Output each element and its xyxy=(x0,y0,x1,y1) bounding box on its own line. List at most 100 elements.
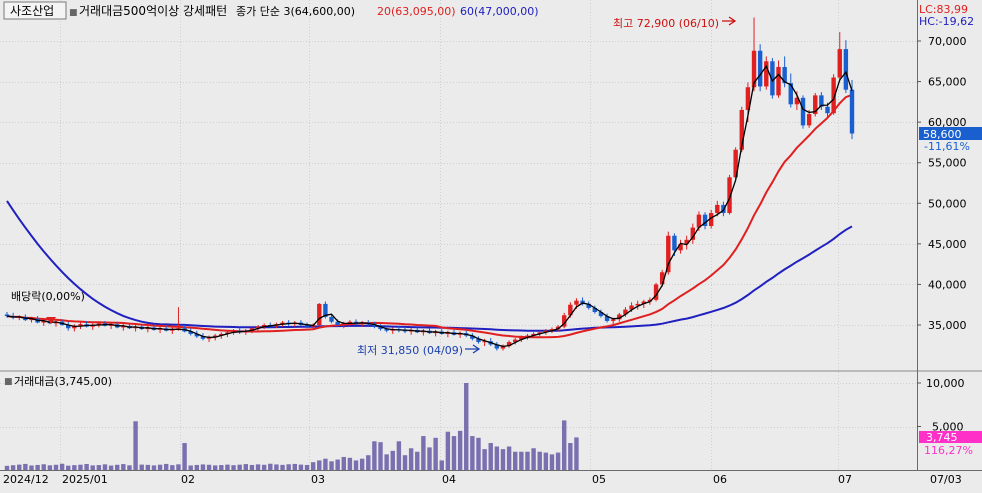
condition-name: 거래대금500억이상 강세패턴 xyxy=(79,4,227,18)
candle-body xyxy=(690,227,696,240)
candle-body xyxy=(543,330,549,333)
candle-body xyxy=(549,329,555,331)
candle-body xyxy=(702,214,708,227)
volume-bar xyxy=(366,455,371,470)
candle-body xyxy=(757,50,763,87)
candle-body xyxy=(482,341,487,343)
candle-body xyxy=(525,335,530,338)
candle-body xyxy=(782,66,787,84)
candle-body xyxy=(647,299,653,302)
volume-bar xyxy=(268,463,273,470)
candle-body xyxy=(121,325,126,328)
volume-bar xyxy=(41,464,46,470)
volume-bar xyxy=(310,462,316,470)
volume-bar xyxy=(341,456,346,470)
candle-body xyxy=(537,332,542,334)
candle-body xyxy=(470,335,475,339)
volume-bar xyxy=(194,464,200,470)
candle-body xyxy=(335,321,340,325)
volume-bar xyxy=(568,443,573,470)
time-axis-label: 2024/12 xyxy=(3,473,49,486)
time-axis-labels: 2024/12 2025/01 02 03 04 05 06 07 07/03 xyxy=(3,473,962,486)
candle-body xyxy=(41,320,46,323)
candle-body xyxy=(635,303,640,306)
candle-body xyxy=(696,214,702,228)
volume-bar xyxy=(519,451,524,470)
grid-lines xyxy=(0,0,917,470)
candle-body xyxy=(568,304,573,316)
dividend-marker-icon xyxy=(46,317,56,324)
high-arrow-icon xyxy=(722,16,737,26)
volume-tick-label: 10,000 xyxy=(926,377,965,390)
ma60-legend: 60(47,000,00) xyxy=(460,5,539,18)
price-tick-label: 50,000 xyxy=(928,197,967,210)
volume-bar xyxy=(219,465,224,470)
candle-body xyxy=(788,83,793,105)
candle-body xyxy=(586,303,591,308)
volume-bar xyxy=(84,463,89,470)
candle-body xyxy=(641,301,647,304)
current-volume: 3,745 xyxy=(926,431,958,444)
candle-body xyxy=(519,337,524,340)
price-tick-label: 40,000 xyxy=(928,278,967,291)
volume-bar xyxy=(90,465,95,470)
volume-bar xyxy=(457,430,463,470)
candle-body xyxy=(531,333,536,336)
volume-bar xyxy=(133,421,138,470)
candle-body xyxy=(794,97,800,105)
ma3-legend: 종가 단순 3(64,600,00) xyxy=(236,5,355,18)
candle-body xyxy=(819,95,824,107)
current-price-box xyxy=(919,127,982,140)
candle-body xyxy=(617,314,622,320)
volume-bar xyxy=(280,464,285,470)
candle-body xyxy=(4,314,10,317)
time-axis-label: 04 xyxy=(442,473,456,486)
stock-name-box[interactable] xyxy=(3,1,67,20)
ma20-line xyxy=(6,93,853,339)
volume-bar xyxy=(482,449,487,470)
volume-bar xyxy=(562,420,567,470)
volume-bar xyxy=(427,447,432,470)
candle-body xyxy=(800,97,806,126)
volume-bar xyxy=(549,454,555,470)
candle-body xyxy=(476,338,481,343)
candle-body xyxy=(751,50,757,88)
volume-bar xyxy=(23,463,28,470)
volume-bar xyxy=(317,460,322,470)
price-axis-ticks: 70,000 65,000 60,000 55,000 50,000 45,000 40,0… xyxy=(917,35,967,332)
candle-body xyxy=(329,316,334,322)
time-axis-label: 2025/01 xyxy=(62,473,108,486)
volume-bar xyxy=(139,464,144,470)
candle-body xyxy=(776,66,781,96)
candle-body xyxy=(562,315,567,327)
volume-bar xyxy=(513,451,518,470)
volume-bar xyxy=(261,464,267,470)
low-arrow-icon xyxy=(465,344,481,354)
candle-body xyxy=(574,300,579,305)
stock-name[interactable]: 사조산업 xyxy=(10,4,54,18)
volume-bar xyxy=(292,463,297,470)
volume-bar xyxy=(145,464,151,470)
ma20-legend: 20(63,095,00) xyxy=(377,5,456,18)
candle-body xyxy=(555,326,561,330)
volume-bar xyxy=(4,465,10,470)
time-axis-label: 02 xyxy=(181,473,195,486)
candle-body xyxy=(764,61,769,87)
candle-body xyxy=(280,322,285,325)
volume-bar xyxy=(506,446,512,470)
volume-bar xyxy=(115,464,120,470)
lc-ratio: LC:83,99 xyxy=(919,3,968,16)
volume-bar xyxy=(212,465,218,470)
candle-body xyxy=(219,333,224,336)
candle-body xyxy=(194,333,200,337)
volume-bar xyxy=(121,464,126,470)
volume-bar xyxy=(396,441,402,470)
candle-body xyxy=(384,329,389,331)
candle-body xyxy=(623,309,628,315)
candle-body xyxy=(733,149,738,178)
volume-bar xyxy=(10,465,16,470)
candle-body xyxy=(231,330,236,333)
candle-body xyxy=(770,61,775,96)
